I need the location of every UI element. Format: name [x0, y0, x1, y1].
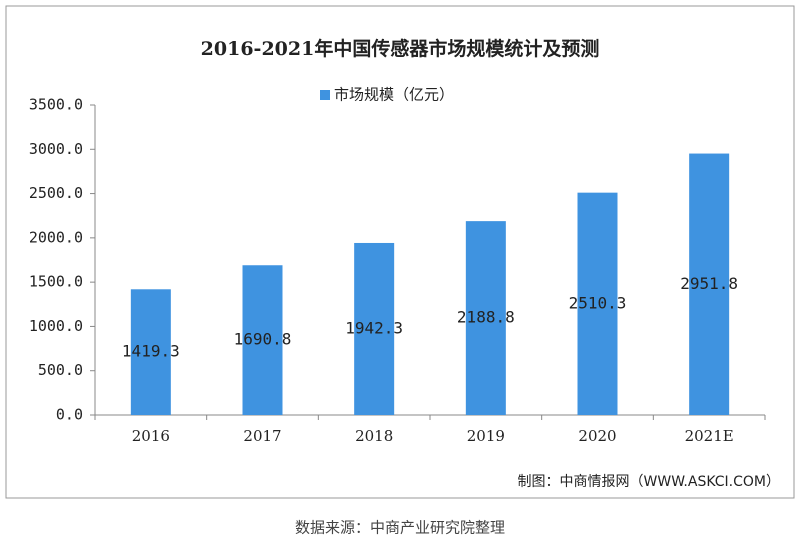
y-tick-label: 3500.0 — [29, 96, 83, 114]
x-tick-label: 2020 — [578, 427, 616, 445]
data-label: 2510.3 — [569, 293, 627, 312]
y-tick-label: 0.0 — [56, 406, 83, 424]
x-tick-label: 2017 — [243, 427, 281, 445]
bar — [242, 265, 283, 415]
bar — [689, 153, 730, 415]
bar — [577, 192, 618, 415]
data-label: 1690.8 — [234, 330, 292, 349]
y-tick-label: 500.0 — [38, 361, 83, 379]
y-tick-label: 3000.0 — [29, 140, 83, 158]
y-tick-label: 2500.0 — [29, 184, 83, 202]
data-label: 1942.3 — [345, 318, 403, 337]
chart-frame — [5, 5, 795, 499]
bar — [465, 221, 506, 415]
x-tick-label: 2019 — [467, 427, 505, 445]
caption: 数据来源：中商产业研究院整理 — [295, 519, 505, 537]
x-tick-label: 2016 — [132, 427, 170, 445]
x-tick-label: 2018 — [355, 427, 393, 445]
y-tick-label: 1500.0 — [29, 273, 83, 291]
bar — [130, 289, 171, 415]
legend-swatch — [320, 90, 330, 100]
data-label: 1419.3 — [122, 342, 180, 361]
x-tick-label: 2021E — [685, 427, 734, 445]
source-note: 制图：中商情报网（WWW.ASKCI.COM） — [518, 474, 780, 490]
bar — [354, 242, 395, 415]
legend-label: 市场规模（亿元） — [334, 86, 454, 104]
y-tick-label: 1000.0 — [29, 317, 83, 335]
y-tick-label: 2000.0 — [29, 228, 83, 246]
chart-title: 2016-2021年中国传感器市场规模统计及预测 — [201, 37, 600, 60]
data-label: 2188.8 — [457, 308, 515, 327]
data-label: 2951.8 — [680, 274, 738, 293]
